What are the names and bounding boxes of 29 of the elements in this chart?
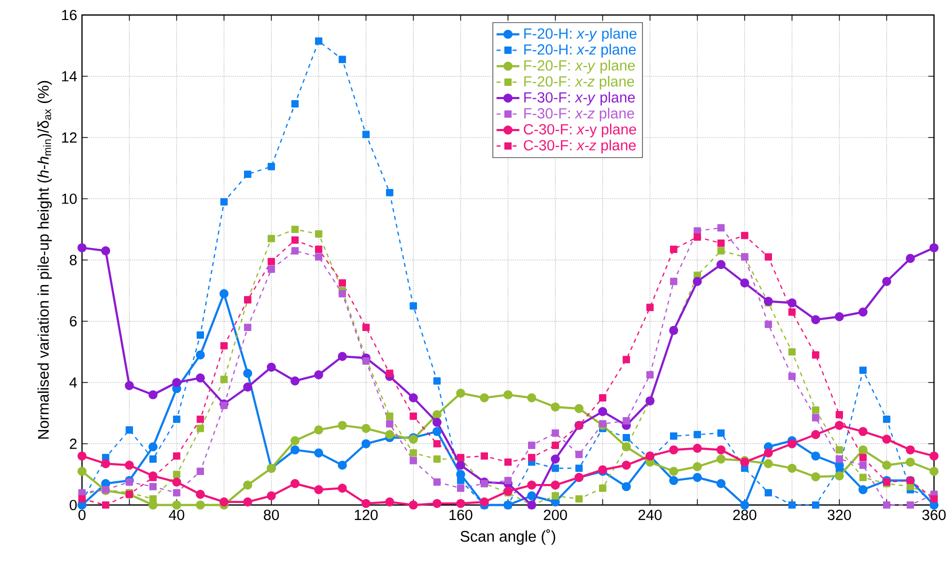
- x-tick-label: 280: [733, 510, 756, 520]
- x-tick-label: 80: [264, 510, 279, 520]
- y-tick-label: 16: [62, 10, 77, 20]
- y-axis-title: Normalised variation in pile-up height (h-h$_{min}$)/δ$_{ax}$ (%): [38, 81, 52, 439]
- legend-label: C-30-F: x-y plane: [524, 124, 636, 138]
- x-tick-label: 320: [828, 510, 851, 520]
- y-tick-label: 12: [62, 132, 77, 143]
- y-tick-label: 10: [62, 194, 77, 204]
- legend-label: F-30-F: x-y plane: [524, 92, 635, 106]
- x-tick-label: 160: [450, 510, 472, 520]
- legend-label: F-20-F: x-y plane: [524, 60, 635, 74]
- x-tick-label: 40: [168, 510, 184, 520]
- x-tick-label: 0: [78, 510, 86, 520]
- x-tick-label: 360: [922, 510, 946, 520]
- x-axis-title: Scan angle (˚): [460, 529, 556, 545]
- y-tick-label: 14: [62, 71, 77, 82]
- y-tick-label: 2: [70, 438, 77, 449]
- y-tick-label: 4: [69, 377, 77, 388]
- y-tick-label: 0: [70, 500, 77, 510]
- legend-label: F-20-H: x-z plane: [524, 44, 636, 58]
- legend-label: F-20-F: x-z plane: [524, 76, 634, 90]
- legend-label: F-20-H: x-y plane: [524, 28, 636, 42]
- y-tick-label: 6: [70, 316, 77, 326]
- legend-label: F-30-F: x-z plane: [524, 108, 634, 122]
- x-tick-label: 200: [544, 510, 567, 520]
- legend-label: C-30-F: x-z plane: [524, 140, 636, 154]
- x-tick-label: 120: [354, 510, 378, 520]
- x-tick-label: 240: [638, 510, 662, 520]
- y-tick-label: 8: [70, 254, 77, 266]
